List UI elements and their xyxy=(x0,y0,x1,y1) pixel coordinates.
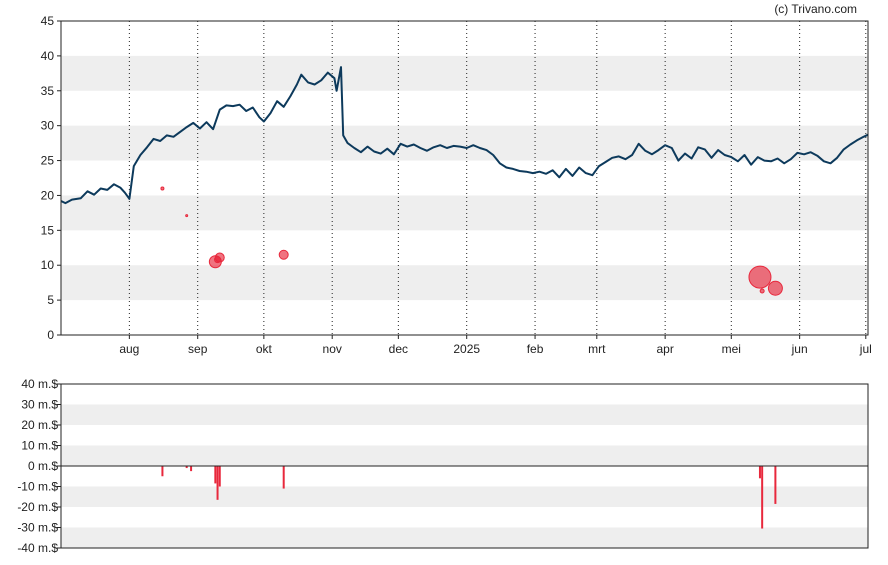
volume-bar xyxy=(218,466,221,487)
volume-band xyxy=(61,404,868,425)
y-tick-label: 35 xyxy=(41,84,55,98)
y-tick-label: 0 m.$ xyxy=(28,459,58,473)
x-tick-label: nov xyxy=(323,342,342,356)
volume-band xyxy=(61,486,868,507)
price-band xyxy=(61,55,868,91)
y-tick-label: 25 xyxy=(41,154,55,168)
volume-bars xyxy=(161,466,777,529)
price-line xyxy=(60,66,869,205)
price-grid-bands xyxy=(61,55,868,301)
price-line-group xyxy=(60,66,869,205)
y-tick-label: 20 m.$ xyxy=(21,418,58,432)
credit-label: (c) Trivano.com xyxy=(774,2,857,16)
x-tick-label: apr xyxy=(656,342,673,356)
price-band xyxy=(61,125,868,161)
volume-band xyxy=(61,445,868,466)
y-tick-label: 10 xyxy=(41,258,55,272)
price-bubble xyxy=(278,249,289,260)
y-tick-label: 0 xyxy=(47,328,54,342)
volume-bar xyxy=(216,466,219,500)
price-band xyxy=(61,265,868,301)
price-bubble xyxy=(185,214,189,218)
price-axes xyxy=(57,20,869,336)
y-tick-label: 40 m.$ xyxy=(21,377,58,391)
price-x-tick-labels: aug sep okt nov dec 2025 feb mrt apr mei jun jul xyxy=(119,342,871,356)
price-month-gridlines xyxy=(128,21,867,339)
volume-axes xyxy=(57,383,869,549)
x-tick-label: aug xyxy=(119,342,139,356)
volume-bar xyxy=(161,466,164,477)
x-tick-label: dec xyxy=(389,342,408,356)
x-tick-label: feb xyxy=(527,342,544,356)
volume-y-tick-labels: 40 m.$ 30 m.$ 20 m.$ 10 m.$ 0 m.$ -10 m.$ -20 … xyxy=(17,377,58,555)
y-tick-label: 20 xyxy=(41,188,55,202)
price-bubble xyxy=(759,288,765,294)
price-bubble xyxy=(748,265,772,289)
x-tick-label: jul xyxy=(859,342,872,356)
price-plot-frame xyxy=(60,20,869,336)
volume-band xyxy=(61,527,868,548)
volume-bar xyxy=(774,466,777,504)
volume-bar xyxy=(185,466,188,469)
volume-bar xyxy=(190,466,193,472)
x-tick-label: okt xyxy=(256,342,273,356)
x-tick-label: mei xyxy=(722,342,741,356)
y-tick-label: -10 m.$ xyxy=(17,480,58,494)
y-tick-label: 5 xyxy=(47,293,54,307)
price-bubble xyxy=(214,252,225,263)
y-tick-label: 45 xyxy=(41,14,55,28)
y-tick-label: 30 xyxy=(41,119,55,133)
volume-bar xyxy=(282,466,285,489)
y-tick-label: -40 m.$ xyxy=(17,541,58,555)
x-tick-label: sep xyxy=(188,342,208,356)
price-bubble xyxy=(160,186,165,191)
volume-bar xyxy=(758,466,761,479)
x-tick-label: 2025 xyxy=(453,342,480,356)
price-bubble xyxy=(767,280,783,296)
volume-bar xyxy=(761,466,764,529)
y-tick-label: -20 m.$ xyxy=(17,500,58,514)
x-tick-label: mrt xyxy=(588,342,606,356)
y-tick-label: 30 m.$ xyxy=(21,398,58,412)
price-band xyxy=(61,195,868,231)
y-tick-label: 10 m.$ xyxy=(21,439,58,453)
y-tick-label: -30 m.$ xyxy=(17,521,58,535)
y-tick-label: 40 xyxy=(41,49,55,63)
volume-grid-bands xyxy=(61,404,868,548)
x-tick-label: jun xyxy=(791,342,808,356)
y-tick-label: 15 xyxy=(41,223,55,237)
volume-bar xyxy=(214,466,217,484)
price-bubbles xyxy=(160,186,783,296)
price-y-tick-labels: 0 5 10 15 20 25 30 35 40 45 xyxy=(41,14,55,342)
